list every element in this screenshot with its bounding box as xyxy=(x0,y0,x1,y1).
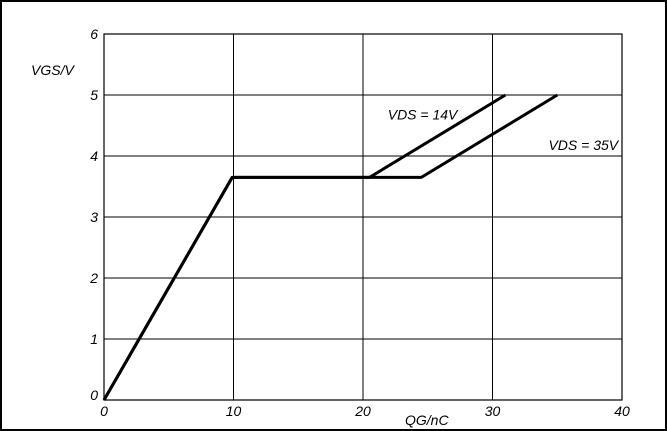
x-tick-label: 30 xyxy=(485,403,501,419)
x-tick-label: 40 xyxy=(614,403,630,419)
tick-labels: 0 10 20 30 40 0 1 2 3 4 5 6 xyxy=(89,26,630,419)
x-tick-label: 10 xyxy=(226,403,242,419)
grid xyxy=(103,33,623,401)
y-tick-label: 3 xyxy=(90,209,98,225)
x-tick-label: 0 xyxy=(100,403,108,419)
series-group xyxy=(102,93,559,401)
y-tick-label: 6 xyxy=(90,26,98,42)
x-tick-label: 20 xyxy=(354,403,371,419)
y-tick-label: 4 xyxy=(90,148,98,164)
series-label-1: VDS = 14V xyxy=(388,106,459,122)
x-axis-label: QG/nC xyxy=(405,412,449,428)
y-tick-label: 2 xyxy=(89,270,98,286)
y-tick-label: 5 xyxy=(90,87,98,103)
y-tick-label: 1 xyxy=(90,331,98,347)
series-label-2: VDS = 35V xyxy=(548,137,619,153)
series-line-2 xyxy=(102,93,559,401)
series-annotations: VDS = 14V VDS = 35V xyxy=(388,106,620,152)
series-line-1 xyxy=(102,93,507,401)
y-axis-label: VGS/V xyxy=(31,62,75,78)
y-tick-label: 0 xyxy=(90,387,98,403)
